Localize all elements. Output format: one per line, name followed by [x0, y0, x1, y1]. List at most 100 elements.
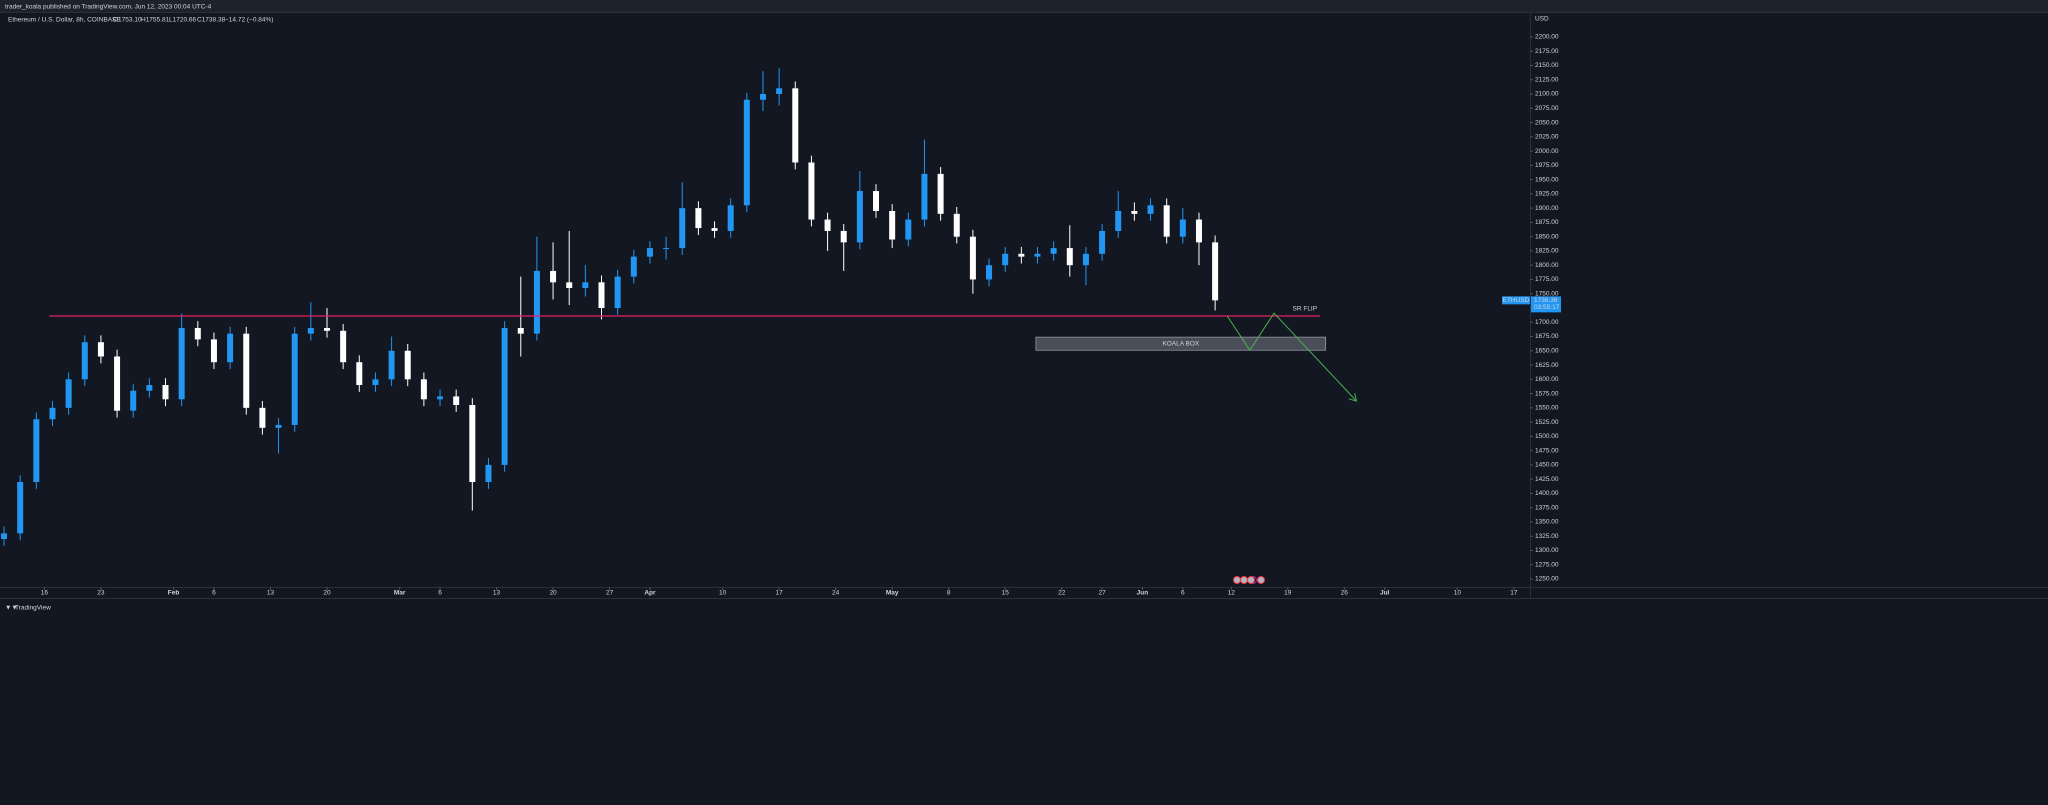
x-tick-label: 20	[549, 590, 557, 597]
y-tick-label: 2150.00	[1535, 62, 1559, 69]
y-tick-label: 1400.00	[1535, 490, 1559, 497]
candle-body	[97, 342, 104, 357]
x-tick-label: 15	[1002, 590, 1010, 597]
chart-title: Ethereum / U.S. Dollar, 8h, COINBASE	[8, 17, 121, 24]
candle-body	[921, 173, 928, 220]
x-tick-label: Jun	[1137, 590, 1149, 597]
y-tick-label: 1950.00	[1535, 176, 1559, 183]
x-tick-label: 13	[493, 590, 501, 597]
x-tick-label: 26	[1341, 590, 1349, 597]
plot	[1, 68, 1219, 546]
candle-body	[695, 208, 702, 229]
candle-body	[1195, 219, 1202, 243]
x-tick-label: 6	[438, 590, 442, 597]
y-tick-label: 2050.00	[1535, 119, 1559, 126]
candle-body	[792, 88, 799, 163]
x-tick-label: Feb	[168, 590, 180, 597]
countdown-label: 03:55:17	[1534, 304, 1560, 311]
top-bar	[0, 0, 2048, 12]
y-tick-label: 1325.00	[1535, 533, 1559, 540]
candle-body	[437, 396, 444, 400]
y-tick-label: 1900.00	[1535, 205, 1559, 212]
candle-body	[905, 219, 912, 240]
last-price-box	[1531, 296, 1561, 313]
candle-body	[727, 205, 734, 231]
x-tick-label: 13	[267, 590, 275, 597]
candle-body	[969, 236, 976, 280]
candle-body	[356, 362, 363, 386]
x-tick-label: Apr	[644, 590, 656, 597]
y-tick-label: 1375.00	[1535, 504, 1559, 511]
event-icon	[1247, 576, 1255, 584]
candle-body	[130, 390, 137, 411]
candle-body	[420, 379, 427, 400]
candle-body	[808, 162, 815, 220]
candle-body	[1018, 253, 1025, 257]
y-tick-label: 1775.00	[1535, 276, 1559, 283]
y-tick-label: 1275.00	[1535, 561, 1559, 568]
ohlc-label: L1720.66	[169, 17, 196, 24]
y-tick-label: 2175.00	[1535, 48, 1559, 55]
candle-body	[1034, 253, 1041, 257]
y-tick-label: 1675.00	[1535, 333, 1559, 340]
candle-body	[243, 333, 250, 408]
candle-body	[743, 99, 750, 206]
candle-body	[485, 464, 492, 483]
y-tick-label: 2125.00	[1535, 76, 1559, 83]
y-tick-label: 2000.00	[1535, 148, 1559, 155]
last-price-label: 1738.38	[1534, 297, 1558, 304]
candle-body	[679, 208, 686, 249]
candle-body	[1099, 230, 1106, 254]
candle-body	[1115, 210, 1122, 231]
candle-body	[307, 327, 314, 334]
sr-flip-label: SR FLIP	[1293, 306, 1318, 313]
x-tick-label: 20	[323, 590, 331, 597]
candle-body	[372, 379, 379, 386]
y-tick-label: 1700.00	[1535, 319, 1559, 326]
candle-body	[953, 213, 960, 237]
candle-body	[937, 173, 944, 214]
candle-body	[646, 248, 653, 257]
candle-body	[566, 282, 573, 289]
x-tick-label: Jul	[1380, 590, 1390, 597]
candle-body	[114, 356, 121, 411]
candle-body	[1002, 253, 1009, 266]
candle-body	[469, 404, 476, 483]
y-tick-label: 1750.00	[1535, 290, 1559, 297]
y-tick-label: 2025.00	[1535, 134, 1559, 141]
publish-info: trader_koala published on TradingView.co…	[5, 4, 212, 11]
candle-body	[598, 282, 605, 308]
candle-body	[582, 282, 589, 289]
candle-body	[1179, 219, 1186, 237]
x-tick-label: 23	[97, 590, 105, 597]
y-tick-label: 2100.00	[1535, 91, 1559, 98]
projection-path	[1226, 312, 1357, 402]
candle-body	[194, 327, 201, 340]
x-tick-label: 12	[1228, 590, 1236, 597]
candle-body	[889, 210, 896, 240]
currency-label: USD	[1535, 16, 1549, 23]
candle-body	[1082, 253, 1089, 266]
ohlc-label: H1755.81	[141, 17, 170, 24]
candle-body	[404, 350, 411, 380]
ohlc-label: C1738.38	[197, 17, 226, 24]
y-tick-label: 1925.00	[1535, 191, 1559, 198]
candle-body	[1212, 242, 1219, 301]
candle-body	[388, 350, 395, 380]
candle-body	[453, 396, 460, 405]
candle-body	[550, 270, 557, 283]
candle-body	[501, 327, 508, 465]
candle-body	[1131, 210, 1138, 214]
y-tick-label: 1500.00	[1535, 433, 1559, 440]
x-tick-label: May	[886, 590, 899, 597]
y-tick-label: 1450.00	[1535, 462, 1559, 469]
candle-body	[227, 333, 234, 363]
candle-body	[275, 424, 282, 428]
koala-box-label: KOALA BOX	[1162, 340, 1200, 347]
candle-body	[162, 385, 169, 400]
projection-arrowhead	[1348, 393, 1358, 402]
symbol-box	[1502, 296, 1530, 305]
logo: ▼▼	[5, 605, 18, 612]
candle-body	[630, 256, 637, 277]
